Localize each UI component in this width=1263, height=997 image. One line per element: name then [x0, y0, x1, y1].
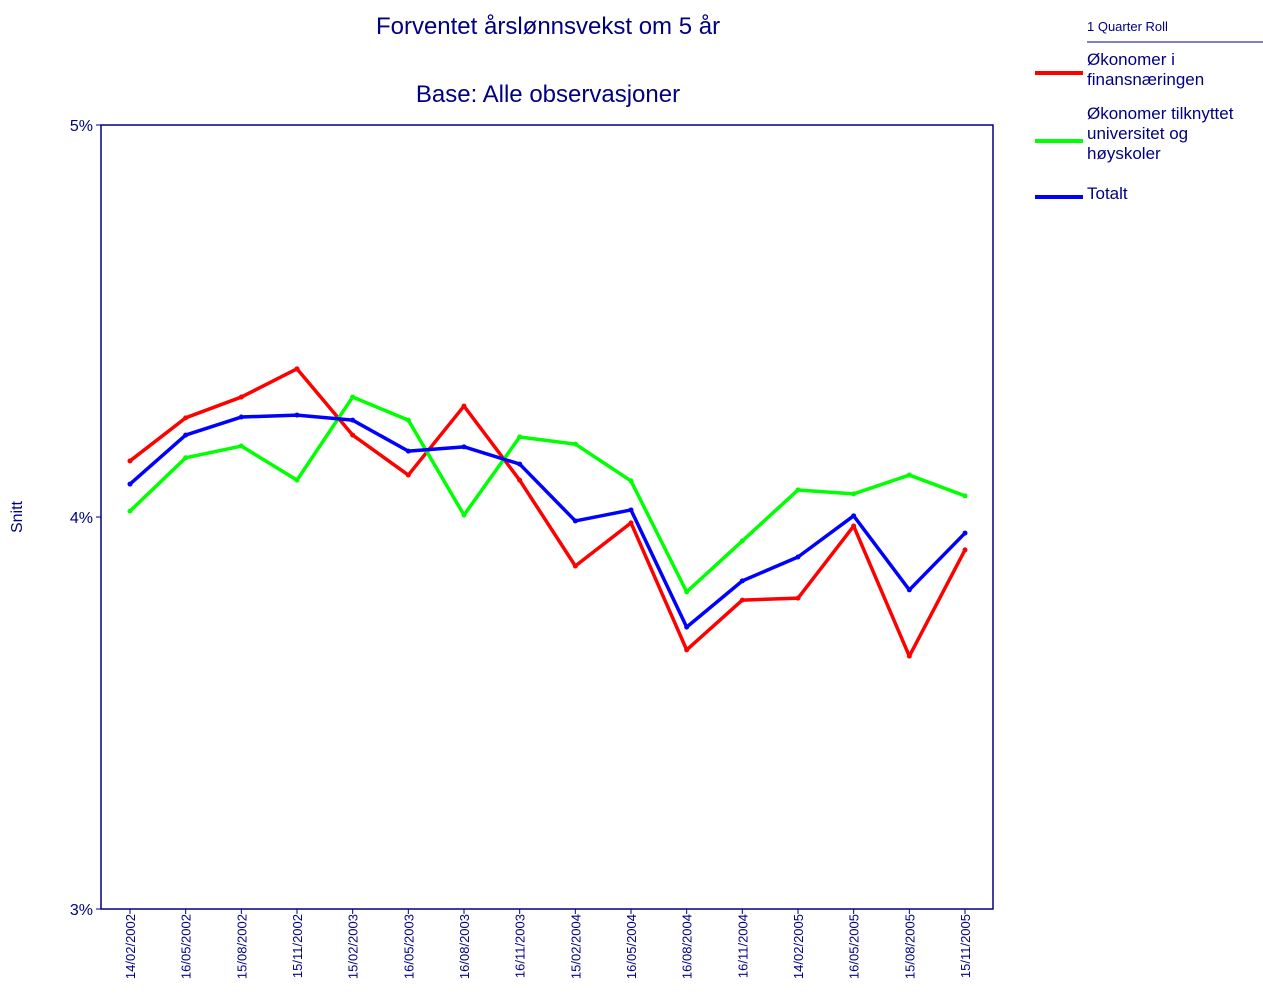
x-tick-label: 16/05/2002 [179, 914, 194, 979]
x-tick-label: 16/11/2003 [513, 914, 528, 978]
series-point [294, 412, 300, 418]
series-point [405, 472, 411, 478]
series-point [517, 434, 523, 440]
series-point [906, 587, 912, 593]
series-point [238, 394, 244, 400]
x-tick-label: 16/08/2004 [680, 914, 695, 979]
series-point [405, 448, 411, 454]
series-point [183, 432, 189, 438]
x-tick-label: 16/05/2005 [847, 914, 862, 979]
series-point [851, 523, 857, 529]
series-point [795, 487, 801, 493]
series-point [572, 563, 578, 569]
series-point [739, 597, 745, 603]
x-tick-label: 15/02/2003 [346, 914, 361, 979]
series-point [628, 478, 634, 484]
series-point [127, 481, 133, 487]
x-tick-label: 15/02/2004 [568, 914, 583, 979]
series-point [517, 461, 523, 467]
y-tick-label: 4% [70, 510, 93, 527]
series-point [684, 624, 690, 630]
legend-label: Økonomer tilknyttet universitet og høysk… [1087, 104, 1234, 163]
series-point [962, 530, 968, 536]
series-point [684, 647, 690, 653]
chart-subtitle: Base: Alle observasjoner [416, 81, 680, 108]
series-point [294, 477, 300, 483]
y-tick-label: 3% [70, 902, 93, 919]
series-line [128, 413, 967, 629]
series-point [350, 432, 356, 438]
chart-title: Forventet årslønnsvekst om 5 år [376, 13, 720, 40]
series-point [461, 512, 467, 518]
plot-area [100, 124, 994, 910]
series-line [128, 395, 966, 594]
legend-label: Totalt [1087, 184, 1128, 203]
legend-title: 1 Quarter Roll [1087, 19, 1168, 34]
series-point [962, 547, 968, 553]
series-point [739, 578, 745, 584]
series-point [572, 441, 578, 447]
series-point [851, 513, 857, 519]
series-point [350, 417, 356, 423]
series-point [183, 415, 189, 421]
x-tick-label: 14/02/2002 [123, 914, 138, 979]
x-tick-label: 16/05/2004 [624, 914, 639, 979]
x-tick-label: 15/11/2005 [958, 914, 973, 978]
series-point [795, 554, 801, 560]
series-point [795, 595, 801, 601]
legend-label: Økonomer i finansnæringen [1087, 50, 1205, 89]
x-tick-label: 16/11/2004 [735, 914, 750, 978]
x-tick-label: 15/11/2002 [290, 914, 305, 978]
series-point [628, 507, 634, 513]
x-tick-label: 14/02/2005 [791, 914, 806, 979]
series-point [517, 477, 523, 483]
x-tick-label: 16/08/2003 [457, 914, 472, 979]
series-point [739, 538, 745, 544]
x-tick-label: 15/08/2002 [234, 914, 249, 979]
series-point [238, 414, 244, 420]
y-tick-label: 5% [70, 118, 93, 135]
series-point [350, 394, 356, 400]
series-point [294, 366, 300, 372]
series-point [572, 518, 578, 524]
series-point [461, 444, 467, 450]
series-point [906, 653, 912, 659]
series-point [405, 417, 411, 423]
series-point [461, 403, 467, 409]
y-axis-label: Snitt [9, 500, 26, 533]
series-point [127, 508, 133, 514]
series-point [962, 493, 968, 499]
series-point [906, 472, 912, 478]
series-point [238, 443, 244, 449]
series-point [127, 458, 133, 464]
series-point [851, 491, 857, 497]
series-point [684, 589, 690, 595]
series-point [628, 520, 634, 526]
x-tick-label: 16/05/2003 [401, 914, 416, 979]
series-line [128, 367, 967, 658]
series-point [183, 455, 189, 461]
x-tick-label: 15/08/2005 [902, 914, 917, 979]
